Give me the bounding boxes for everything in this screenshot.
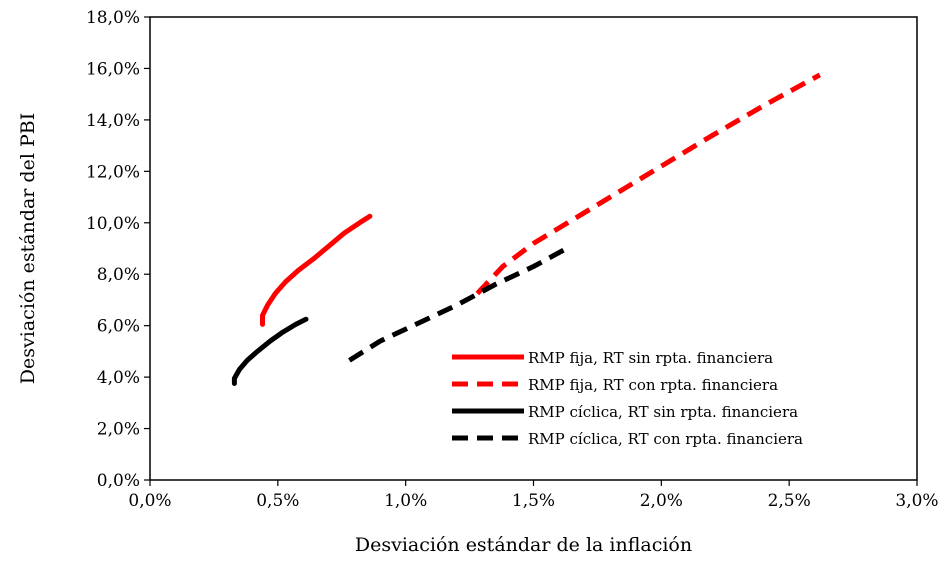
y-tick-label: 12,0%: [86, 162, 140, 182]
series-line-3: [231, 316, 309, 386]
x-tick-label: 2,0%: [640, 491, 683, 511]
x-tick-label: 0,0%: [128, 491, 171, 511]
x-tick-label: 1,5%: [512, 491, 555, 511]
legend-label-2: RMP fija, RT con rpta. financiera: [528, 376, 778, 394]
y-tick-label: 8,0%: [97, 265, 140, 285]
legend-label-4: RMP cíclica, RT con rpta. financiera: [528, 430, 803, 448]
series-line-4: [348, 247, 566, 363]
series-line-2: [475, 72, 822, 296]
series-line-1: [260, 213, 373, 327]
x-tick-label: 3,0%: [895, 491, 938, 511]
y-tick-label: 4,0%: [97, 368, 140, 388]
y-tick-label: 10,0%: [86, 214, 140, 234]
x-tick-label: 2,5%: [768, 491, 811, 511]
legend-label-1: RMP fija, RT sin rpta. financiera: [528, 349, 773, 367]
legend-label-3: RMP cíclica, RT sin rpta. financiera: [528, 403, 798, 421]
y-tick-label: 6,0%: [97, 317, 140, 337]
x-tick-label: 1,0%: [384, 491, 427, 511]
y-tick-label: 0,0%: [97, 471, 140, 491]
x-axis-title: Desviación estándar de la inflación: [355, 534, 692, 556]
x-tick-label: 0,5%: [256, 491, 299, 511]
y-axis-title: Desviación estándar del PBI: [17, 113, 39, 384]
y-tick-label: 14,0%: [86, 111, 140, 131]
y-tick-label: 2,0%: [97, 420, 140, 440]
plot-layer: 0,0% 2,0% 4,0% 6,0% 8,0% 10,0% 12,0% 14,0% 16,0%…: [17, 8, 939, 556]
y-tick-label: 16,0%: [86, 59, 140, 79]
y-tick-label: 18,0%: [86, 8, 140, 28]
